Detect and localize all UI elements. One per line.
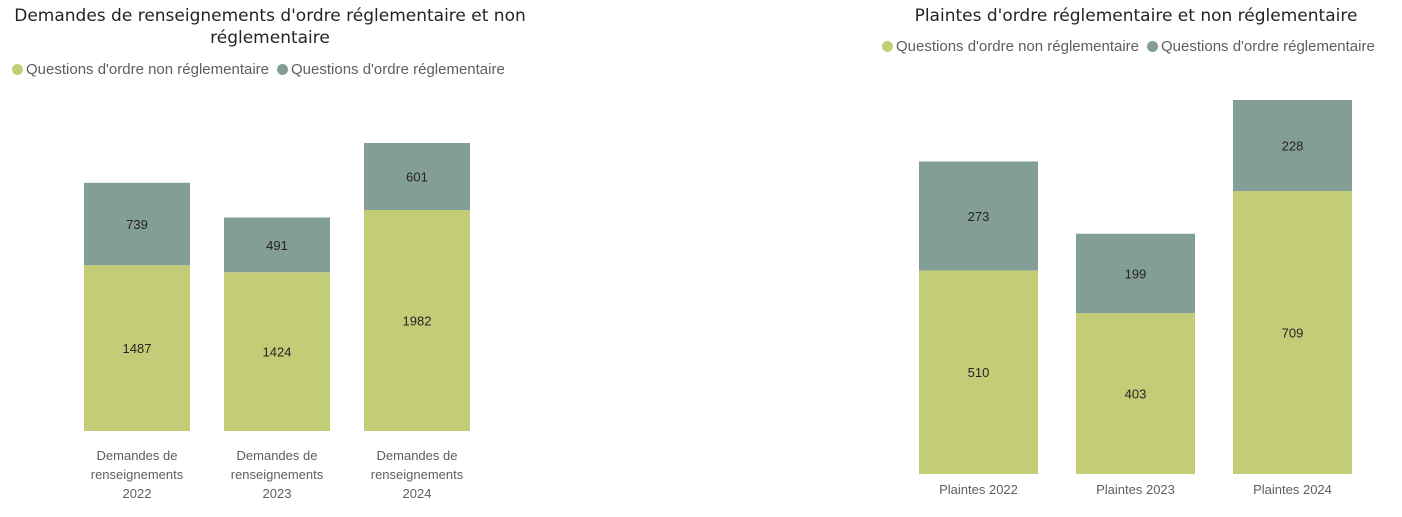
category-label: 2022 <box>123 486 152 501</box>
category-label: renseignements <box>231 467 324 482</box>
data-label: 1982 <box>403 314 432 329</box>
bar-chart-demandes: 1487 739 Demandes de renseignements 2022 1424… <box>84 143 470 501</box>
data-label: 510 <box>968 365 990 380</box>
category-label: 2024 <box>403 486 432 501</box>
category-label: Plaintes 2023 <box>1096 482 1175 497</box>
bar-segment[interactable] <box>224 217 330 273</box>
category-label: Plaintes 2022 <box>939 482 1018 497</box>
legend-item-non-reglementaire[interactable]: Questions d'ordre non réglementaire <box>882 38 1139 55</box>
bar-segment[interactable] <box>364 210 470 431</box>
legend-item-reglementaire[interactable]: Questions d'ordre réglementaire <box>1147 38 1375 55</box>
bar-segment[interactable] <box>84 265 190 431</box>
legend-label: Questions d'ordre non réglementaire <box>26 61 270 78</box>
bar-segment[interactable] <box>919 270 1038 474</box>
legend-item-non-reglementaire[interactable]: Questions d'ordre non réglementaire <box>12 61 269 78</box>
data-label: 1487 <box>123 341 152 356</box>
chart-legend: Questions d'ordre non réglementaire Ques… <box>882 38 1383 55</box>
chart-panel-demandes: Demandes de renseignements d'ordre régle… <box>0 0 540 517</box>
chart-title: Demandes de renseignements d'ordre régle… <box>14 6 526 48</box>
data-label: 1424 <box>263 345 292 360</box>
data-label: 709 <box>1282 326 1304 341</box>
legend-label: Questions d'ordre réglementaire <box>291 61 505 78</box>
category-label: Demandes de <box>97 448 178 463</box>
category-label: Plaintes 2024 <box>1253 482 1332 497</box>
legend-label: Questions d'ordre réglementaire <box>1161 38 1375 55</box>
legend-dot-icon <box>277 64 289 75</box>
data-label: 739 <box>126 217 148 232</box>
bar-chart-plaintes: 510 273 Plaintes 2022 403 199 Plaintes 2023 70… <box>919 100 1352 497</box>
bar-segment[interactable] <box>1233 100 1352 192</box>
category-label: renseignements <box>91 467 184 482</box>
category-label: 2023 <box>263 486 292 501</box>
data-label: 199 <box>1125 266 1147 281</box>
legend-dot-icon <box>12 64 23 75</box>
bar-segment[interactable] <box>364 143 470 211</box>
legend-item-reglementaire[interactable]: Questions d'ordre réglementaire <box>277 61 505 78</box>
data-label: 491 <box>266 238 288 253</box>
bar-segment[interactable] <box>1076 313 1195 474</box>
bar-segment[interactable] <box>1233 191 1352 474</box>
legend-dot-icon <box>882 41 893 52</box>
bar-segment[interactable] <box>919 161 1038 271</box>
data-label: 601 <box>406 170 428 185</box>
bar-segment[interactable] <box>1076 233 1195 314</box>
bar-segment[interactable] <box>84 182 190 266</box>
legend-label: Questions d'ordre non réglementaire <box>896 38 1140 55</box>
data-label: 403 <box>1125 387 1147 402</box>
category-label: renseignements <box>371 467 464 482</box>
legend-dot-icon <box>1147 41 1159 52</box>
chart-title: Plaintes d'ordre réglementaire et non ré… <box>914 6 1358 26</box>
chart-legend: Questions d'ordre non réglementaire Ques… <box>12 61 513 78</box>
chart-panel-plaintes: Plaintes d'ordre réglementaire et non ré… <box>870 0 1402 517</box>
category-label: Demandes de <box>377 448 458 463</box>
category-label: Demandes de <box>237 448 318 463</box>
data-label: 228 <box>1282 139 1304 154</box>
data-label: 273 <box>968 209 990 224</box>
bar-segment[interactable] <box>224 272 330 431</box>
